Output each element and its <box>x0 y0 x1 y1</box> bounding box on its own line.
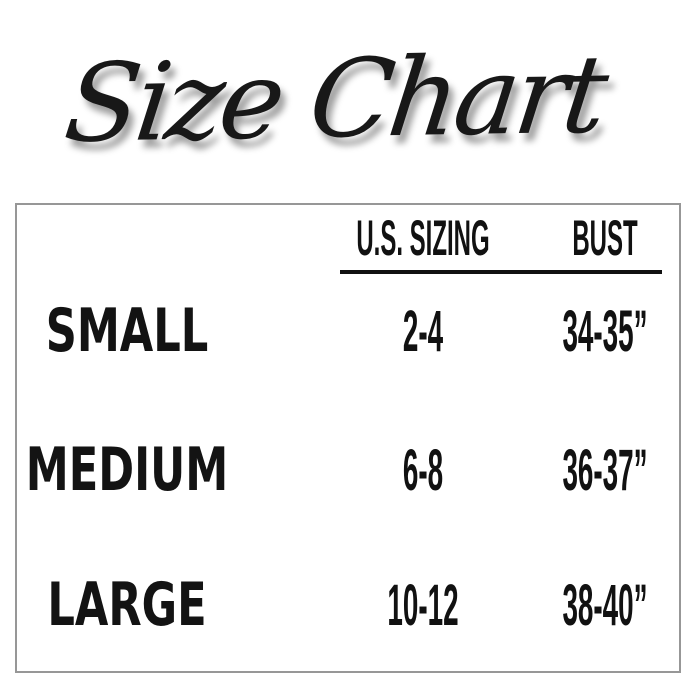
header-underline <box>340 270 662 274</box>
bust-cell: 36-37” <box>516 438 693 503</box>
column-header-us-sizing: U.S. SIZING <box>284 210 562 266</box>
column-header-bust: BUST <box>537 210 673 266</box>
us-sizing-value: 2-4 <box>402 298 443 364</box>
size-chart-table: U.S. SIZING BUST SMALL 2-4 34-35” MEDIUM <box>15 203 681 673</box>
size-name-cell: SMALL <box>14 296 240 366</box>
page-title: Size Chart <box>59 32 611 167</box>
bust-cell: 34-35” <box>516 299 693 364</box>
column-header-bust-label: BUST <box>572 210 638 266</box>
size-name-label: MEDIUM <box>25 435 229 505</box>
us-sizing-cell: 6-8 <box>381 438 465 503</box>
us-sizing-value: 10-12 <box>387 572 459 638</box>
size-name-cell: LARGE <box>16 570 237 640</box>
bust-value: 36-37” <box>562 437 648 503</box>
bust-value: 34-35” <box>562 298 648 364</box>
size-name-label: LARGE <box>47 570 207 640</box>
us-sizing-value: 6-8 <box>402 437 443 503</box>
us-sizing-cell: 2-4 <box>381 299 465 364</box>
title-area: Size Chart <box>0 0 700 200</box>
bust-value: 38-40” <box>562 572 648 638</box>
size-name-cell: MEDIUM <box>0 435 268 505</box>
bust-cell: 38-40” <box>516 573 693 638</box>
size-name-label: SMALL <box>45 296 209 366</box>
column-header-us-sizing-label: U.S. SIZING <box>356 210 490 266</box>
us-sizing-cell: 10-12 <box>349 573 497 638</box>
